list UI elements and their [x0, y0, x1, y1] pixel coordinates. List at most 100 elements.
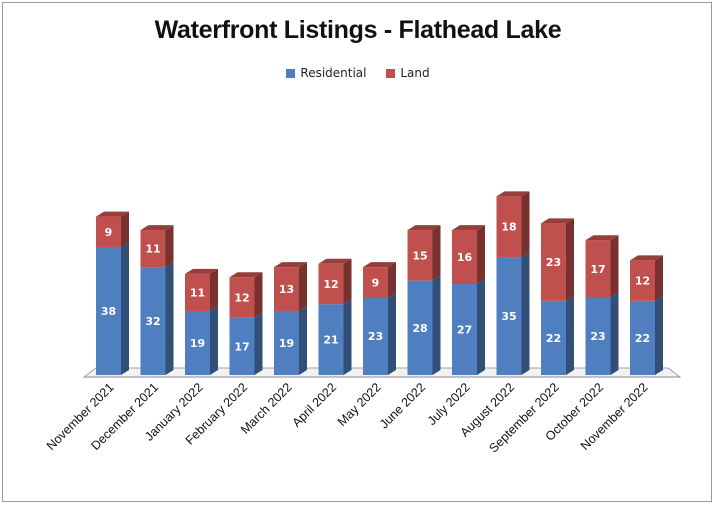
- bar-residential-3: [229, 317, 255, 375]
- bar-side-land-3: [254, 272, 263, 318]
- data-label-residential-8: 27: [457, 324, 472, 337]
- bar-land-11: [585, 240, 611, 298]
- bar-residential-9: [496, 257, 522, 375]
- bar-side-residential-8: [477, 279, 485, 375]
- bar-side-land-7: [432, 225, 441, 281]
- data-label-land-5: 12: [323, 278, 338, 291]
- bar-residential-12: [630, 300, 655, 375]
- bar-land-2: [185, 273, 210, 311]
- bar-side-residential-2: [210, 305, 218, 375]
- bar-side-land-10: [566, 218, 574, 301]
- bar-land-5: [318, 263, 344, 305]
- bar-top-land-4: [274, 262, 307, 268]
- bar-side-residential-12: [655, 295, 663, 375]
- bar-top-land-8: [452, 225, 485, 231]
- bar-land-12: [630, 260, 655, 301]
- data-label-residential-1: 32: [145, 315, 160, 328]
- bar-land-7: [407, 230, 433, 281]
- bar-side-residential-1: [165, 262, 174, 375]
- bar-land-9: [496, 196, 522, 258]
- data-label-land-2: 11: [190, 286, 205, 299]
- bar-land-4: [274, 267, 299, 311]
- bar-top-land-10: [541, 218, 574, 224]
- bar-side-land-2: [210, 268, 218, 311]
- bar-side-land-0: [121, 211, 129, 247]
- bar-residential-8: [452, 284, 477, 375]
- bar-land-6: [363, 267, 388, 298]
- data-label-residential-5: 21: [323, 334, 338, 347]
- bar-side-residential-4: [299, 305, 307, 375]
- data-label-residential-11: 23: [590, 330, 605, 343]
- bar-top-land-11: [585, 235, 619, 241]
- legend-label-residential: Residential: [300, 66, 367, 80]
- bar-residential-6: [363, 297, 388, 375]
- data-label-residential-10: 22: [546, 332, 561, 345]
- bar-side-residential-10: [566, 295, 574, 375]
- bar-residential-4: [274, 310, 299, 375]
- bar-residential-2: [185, 310, 210, 375]
- data-label-residential-4: 19: [279, 337, 294, 350]
- bar-land-10: [541, 223, 566, 301]
- data-label-land-7: 15: [412, 249, 427, 262]
- x-tick-label-7: June 2022: [377, 380, 428, 431]
- bar-land-1: [140, 230, 166, 268]
- data-label-land-0: 9: [105, 226, 113, 239]
- legend-item-residential: Residential: [286, 66, 367, 80]
- data-label-land-6: 9: [372, 276, 380, 289]
- data-label-land-3: 12: [234, 291, 249, 304]
- bar-top-land-1: [140, 225, 174, 231]
- data-label-residential-2: 19: [190, 337, 205, 350]
- data-label-land-8: 16: [457, 251, 473, 264]
- bar-residential-5: [318, 304, 344, 375]
- bar-side-residential-5: [343, 299, 352, 375]
- chart-title: Waterfront Listings - Flathead Lake: [154, 16, 562, 44]
- data-label-residential-6: 23: [368, 330, 383, 343]
- bar-side-land-4: [299, 262, 307, 311]
- legend-item-land: Land: [386, 66, 430, 80]
- bar-side-land-1: [165, 225, 174, 268]
- bar-residential-10: [541, 300, 566, 375]
- legend-label-land: Land: [400, 66, 430, 80]
- chart-legend: Residential Land: [0, 66, 716, 81]
- bar-side-land-6: [388, 262, 396, 298]
- data-label-land-1: 11: [145, 243, 160, 256]
- bar-top-land-2: [185, 268, 218, 274]
- data-label-residential-3: 17: [234, 340, 249, 353]
- bar-top-land-0: [96, 211, 129, 217]
- bar-top-land-7: [407, 225, 441, 231]
- data-label-residential-12: 22: [635, 332, 650, 345]
- bar-top-land-12: [630, 255, 663, 261]
- bar-residential-11: [585, 297, 611, 375]
- data-label-land-4: 13: [279, 283, 294, 296]
- data-label-residential-7: 28: [412, 322, 427, 335]
- x-tick-label-5: April 2022: [289, 380, 339, 430]
- bar-side-land-11: [610, 235, 619, 298]
- data-label-land-11: 17: [590, 263, 605, 276]
- bar-top-land-3: [229, 272, 263, 278]
- bar-side-land-9: [521, 191, 530, 258]
- bar-side-land-5: [343, 258, 352, 305]
- data-label-residential-0: 38: [101, 305, 116, 318]
- bar-side-residential-11: [610, 292, 619, 375]
- bar-residential-1: [140, 267, 166, 375]
- bar-land-0: [96, 216, 121, 247]
- legend-swatch-residential: [286, 68, 296, 78]
- bar-side-residential-9: [521, 252, 530, 375]
- bar-residential-0: [96, 246, 121, 375]
- data-label-residential-9: 35: [501, 310, 516, 323]
- bar-side-residential-6: [388, 292, 396, 375]
- bar-side-land-8: [477, 225, 485, 285]
- data-label-land-10: 23: [546, 256, 561, 269]
- bar-side-residential-3: [254, 312, 263, 375]
- bar-side-residential-7: [432, 275, 441, 375]
- bar-land-8: [452, 230, 477, 285]
- bar-side-land-12: [655, 255, 663, 301]
- legend-swatch-land: [386, 68, 396, 78]
- bar-top-land-6: [363, 262, 396, 268]
- data-label-land-9: 18: [501, 221, 516, 234]
- bar-land-3: [229, 277, 255, 318]
- bar-side-residential-0: [121, 241, 129, 375]
- data-label-land-12: 12: [635, 275, 650, 288]
- bar-top-land-5: [318, 258, 352, 264]
